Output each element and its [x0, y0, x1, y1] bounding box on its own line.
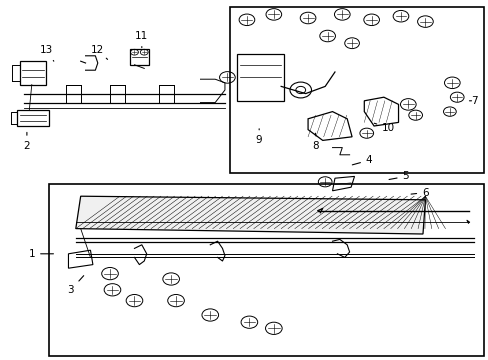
Bar — [49, 184, 483, 356]
Text: 3: 3 — [67, 276, 83, 295]
Text: 4: 4 — [351, 155, 372, 165]
Text: 13: 13 — [40, 45, 54, 61]
Text: 7: 7 — [468, 96, 477, 106]
Text: 6: 6 — [410, 188, 428, 198]
Bar — [237, 54, 283, 101]
Text: 10: 10 — [373, 123, 394, 133]
Polygon shape — [76, 196, 425, 234]
Text: 2: 2 — [23, 132, 30, 151]
Text: 11: 11 — [135, 31, 148, 48]
Text: 1: 1 — [28, 249, 53, 259]
Text: 12: 12 — [91, 45, 107, 59]
Bar — [229, 7, 483, 173]
Text: 5: 5 — [388, 171, 408, 181]
Text: 8: 8 — [311, 133, 318, 151]
Text: 9: 9 — [255, 129, 262, 145]
